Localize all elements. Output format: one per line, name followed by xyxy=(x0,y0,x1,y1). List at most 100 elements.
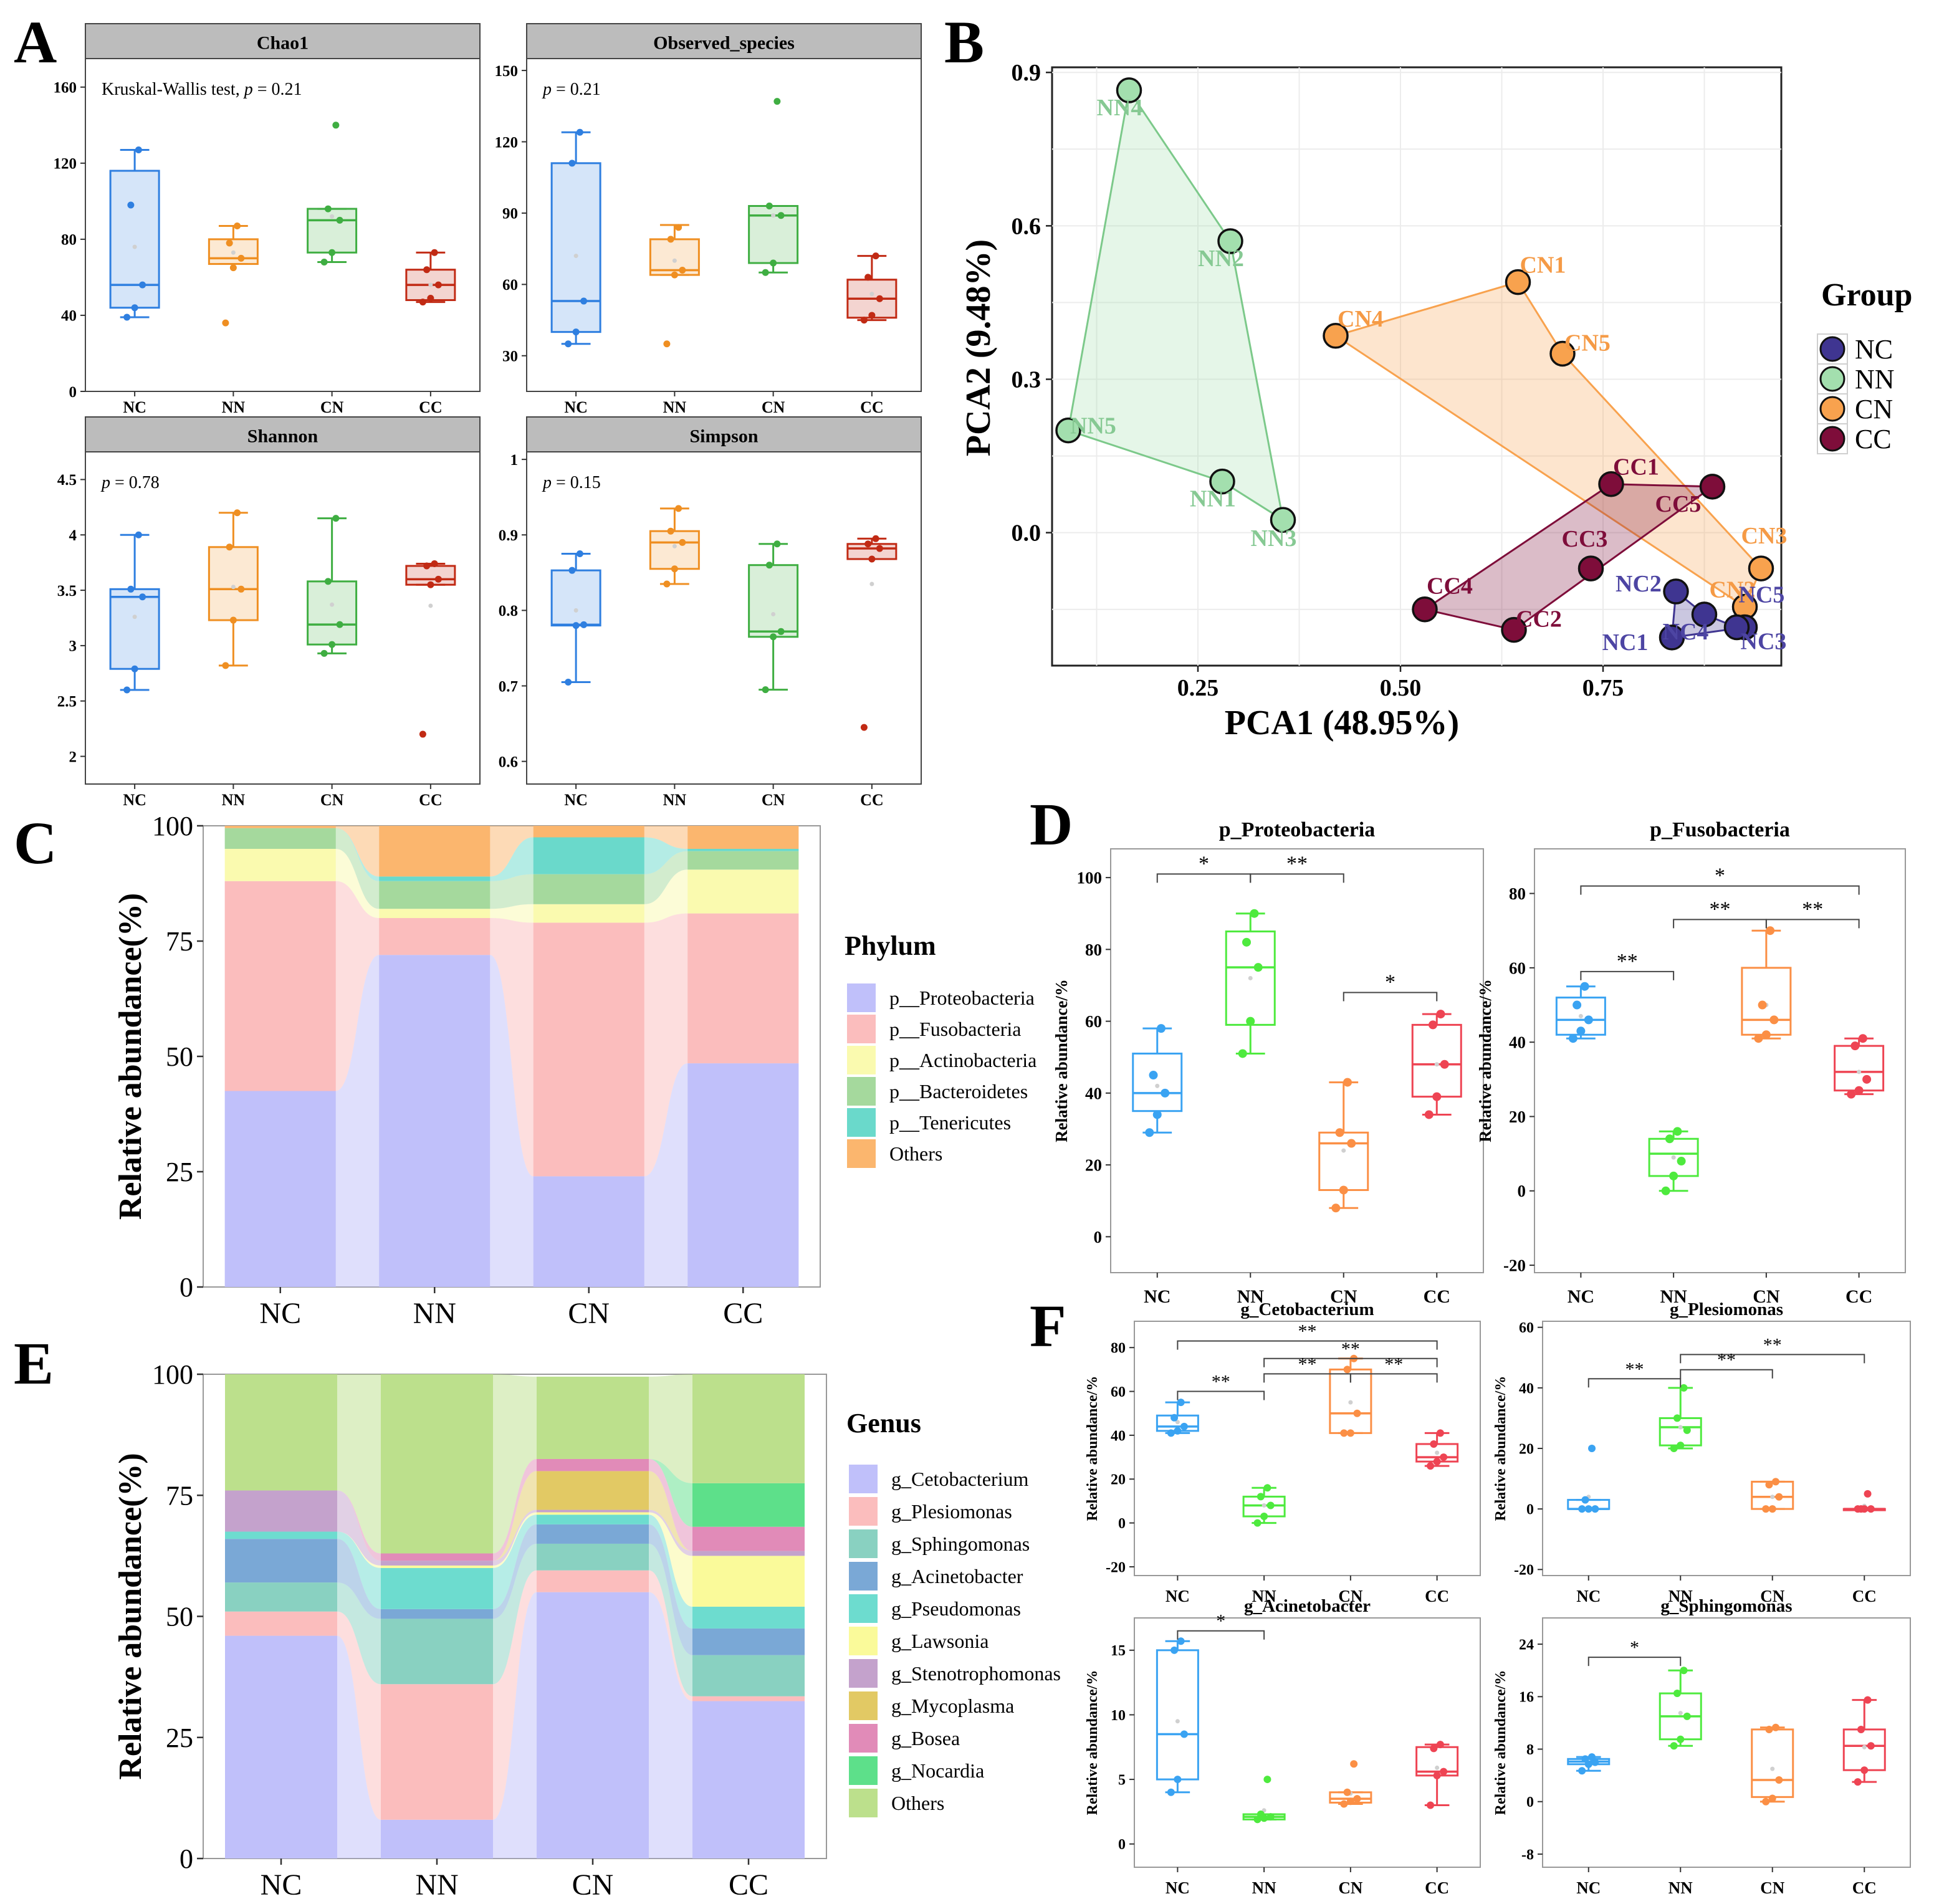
data-point xyxy=(1584,1505,1592,1513)
bar-segment xyxy=(692,1628,805,1655)
legend-label-g-bosea: g_Bosea xyxy=(891,1727,960,1749)
x-tick-label-nc: NC xyxy=(123,398,146,416)
mean-marker xyxy=(1248,975,1253,980)
significance-bracket xyxy=(1177,1340,1438,1350)
y-tick-label: -20 xyxy=(1106,1559,1126,1576)
data-point xyxy=(1683,1712,1691,1720)
significance-bracket xyxy=(1680,1354,1865,1364)
pca-point-nn5 xyxy=(1055,417,1081,444)
bar-segment xyxy=(379,909,491,918)
panel-label-a: A xyxy=(14,9,57,75)
x-tick-label-nc: NC xyxy=(1576,1587,1601,1605)
bar-segment xyxy=(533,874,644,904)
y-tick-label: 0 xyxy=(180,1272,193,1303)
data-point xyxy=(423,562,431,570)
y-tick-label: 0 xyxy=(1118,1837,1126,1853)
data-point xyxy=(1665,1134,1674,1144)
series-g-sphingomonas xyxy=(225,1543,805,1696)
y-tick-label: 0.7 xyxy=(499,678,518,695)
mean-marker xyxy=(1678,1425,1683,1430)
legend-label-p-proteobacteria: p__Proteobacteria xyxy=(889,987,1035,1009)
significance-label: * xyxy=(1199,852,1209,875)
y-tick-label: 60 xyxy=(1519,1320,1534,1336)
simpson-boxplot: Simpson 0.6 0.7 0.8 0.9 1 NC NN CN CC p = 0.15 xyxy=(499,416,922,809)
legend-swatch-g-sphingomonas xyxy=(849,1529,878,1558)
y-axis-label: Relative abundance/% xyxy=(1084,1376,1101,1521)
bar-segment xyxy=(381,1565,493,1568)
y-tick-label: 0 xyxy=(1526,1794,1534,1811)
box-cc xyxy=(1415,1741,1459,1809)
panel-label-b: B xyxy=(944,9,984,75)
p-symbol: p xyxy=(243,80,253,99)
mean-marker xyxy=(1862,1744,1867,1749)
panel-title-strip xyxy=(85,416,481,452)
box-nn xyxy=(208,509,259,669)
bar-segment xyxy=(379,826,491,877)
x-tick-label: 0.75 xyxy=(1582,675,1624,701)
flow-band xyxy=(644,851,688,904)
data-point xyxy=(1762,1797,1770,1806)
bar-segment xyxy=(692,1374,805,1483)
bar-segment xyxy=(381,1374,493,1554)
pca-point-nn3 xyxy=(1270,507,1296,533)
p-value: = 0.21 xyxy=(552,80,601,99)
flow-band xyxy=(649,1458,692,1551)
box-iqr xyxy=(307,580,358,646)
y-tick-label: 50 xyxy=(166,1602,193,1632)
mean-marker xyxy=(1770,1766,1775,1771)
legend-title: Genus xyxy=(846,1408,921,1438)
y-tick-label: 5 xyxy=(1118,1772,1126,1788)
significance-label: * xyxy=(1385,971,1395,994)
pca-point-nc5 xyxy=(1723,614,1750,641)
bar-segment xyxy=(692,1655,805,1696)
legend-swatch-others xyxy=(849,1789,878,1817)
box-cc xyxy=(1415,1429,1459,1470)
p-symbol: p xyxy=(100,473,110,492)
y-tick-label: 75 xyxy=(166,1480,193,1511)
x-tick-label-cn: CN xyxy=(1338,1587,1362,1605)
acinetobacter-boxplot: g_Acinetobacter 0 5 10 15 NC NN CN CC Relative ab… xyxy=(1084,1596,1481,1897)
x-tick-label-cc: CC xyxy=(860,791,884,809)
flow-band xyxy=(335,881,380,1091)
box-iqr xyxy=(550,162,601,333)
data-point xyxy=(222,662,229,669)
y-tick-label: 40 xyxy=(1085,1084,1102,1103)
data-point xyxy=(675,224,682,231)
mean-marker xyxy=(1678,1711,1683,1716)
pca-point-label: CN4 xyxy=(1338,306,1384,332)
bar-segment xyxy=(224,826,336,828)
bar-segment xyxy=(381,1561,493,1566)
data-point xyxy=(1263,1484,1271,1492)
data-point xyxy=(332,515,340,522)
mean-marker xyxy=(1175,1420,1180,1425)
data-point xyxy=(1766,926,1775,935)
mean-marker xyxy=(231,585,236,590)
x-tick-label-cc: CC xyxy=(860,398,884,416)
x-tick-label-cc: CC xyxy=(1424,1286,1450,1307)
y-tick-label: 2 xyxy=(69,749,77,765)
y-tick-label: 0.9 xyxy=(499,527,518,544)
legend-swatch-nn xyxy=(1819,366,1845,392)
x-tick-label-nn: NN xyxy=(415,1868,458,1902)
bar-segment xyxy=(692,1526,805,1551)
data-point xyxy=(127,201,135,209)
legend-label-g-plesiomonas: g_Plesiomonas xyxy=(891,1500,1012,1523)
y-tick-label: 0 xyxy=(1118,1516,1126,1532)
data-point xyxy=(1772,1478,1780,1486)
y-tick-label: 0 xyxy=(69,384,77,401)
box-cn xyxy=(307,515,358,657)
y-tick-label: 30 xyxy=(502,348,518,365)
data-point xyxy=(576,550,583,558)
pca-point-label: NC3 xyxy=(1741,628,1787,654)
y-tick-label: 8 xyxy=(1526,1742,1534,1758)
p-value: = 0.78 xyxy=(110,473,160,492)
y-tick-label: 24 xyxy=(1519,1637,1534,1653)
box-iqr xyxy=(109,170,160,309)
x-tick-label-nn: NN xyxy=(413,1297,456,1330)
box-cn xyxy=(307,122,358,266)
mean-marker xyxy=(1261,1503,1266,1508)
bar-segment xyxy=(692,1556,805,1607)
pca-point-nc2 xyxy=(1663,578,1689,605)
legend-swatch-g-cetobacterium xyxy=(849,1465,878,1493)
x-tick-label-nc: NC xyxy=(564,398,588,416)
